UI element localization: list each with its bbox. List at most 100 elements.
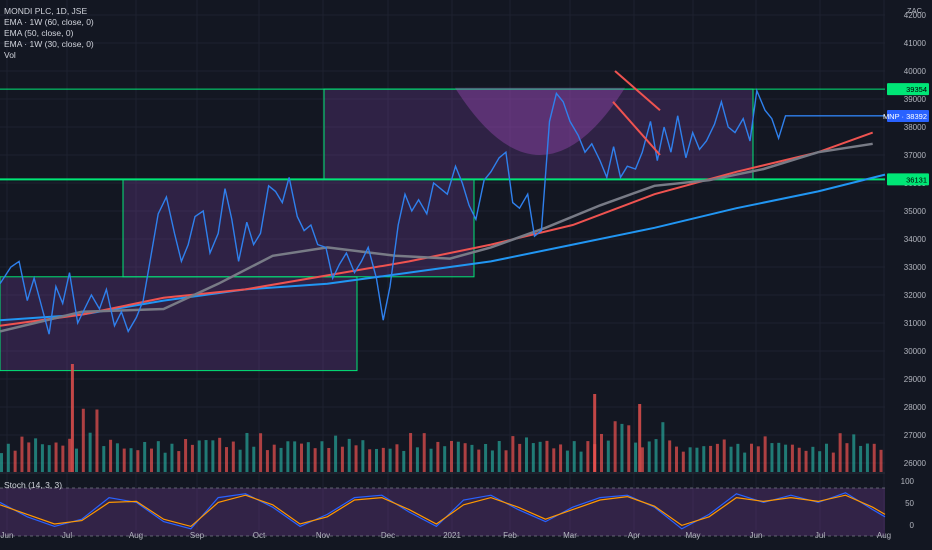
volume-bar: [129, 448, 133, 472]
stochastic-label[interactable]: Stoch (14, 3, 3): [4, 480, 63, 490]
volume-bar: [675, 446, 678, 472]
time-tick-label: Apr: [628, 531, 641, 540]
volume-bar: [797, 447, 801, 472]
legend-volume[interactable]: Vol: [4, 50, 16, 60]
price-tick-label: 40000: [904, 67, 927, 76]
legend-ema-1w-30[interactable]: EMA · 1W (30, close, 0): [4, 39, 94, 49]
volume-bar: [197, 440, 201, 472]
volume-bar: [756, 446, 760, 472]
volume-bar: [368, 449, 372, 472]
stoch-d-line: [0, 494, 886, 528]
volume-bar: [88, 432, 92, 472]
volume-bar: [20, 436, 24, 472]
volume-bar: [136, 450, 140, 472]
volume-bar: [627, 425, 631, 472]
volume-bar: [640, 447, 644, 472]
volume-bar: [552, 448, 556, 472]
volume-bar: [184, 439, 188, 472]
currency-label: ZAC: [907, 6, 922, 15]
volume-bar: [872, 443, 876, 472]
volume-bar: [702, 446, 706, 472]
legend-ema-50[interactable]: EMA (50, close, 0): [4, 28, 74, 38]
volume-bar: [811, 446, 815, 472]
ema-50-line: [0, 131, 874, 327]
volume-bar: [320, 441, 324, 472]
volume-bar: [272, 444, 276, 472]
support-tag-bg: [887, 173, 929, 186]
stoch-tick-label: 50: [905, 499, 914, 508]
stoch-k-line: [0, 492, 886, 530]
price-axis[interactable]: 4200041000400003900038000370003600035000…: [883, 11, 929, 530]
volume-bar: [518, 443, 522, 472]
volume-bar: [109, 439, 113, 472]
volume-bar: [545, 440, 549, 472]
volume-bar: [743, 452, 747, 472]
last-price-tag: MNP · 38392: [883, 112, 927, 121]
volume-bar: [415, 447, 419, 472]
volume-bar: [490, 450, 494, 472]
legend-ema-1w-60[interactable]: EMA · 1W (60, close, 0): [4, 17, 94, 27]
volume-bar: [443, 446, 447, 472]
volume-bar: [334, 435, 338, 472]
volume-bar: [484, 443, 488, 472]
ema-lines: [0, 131, 886, 333]
volume-bar: [709, 445, 713, 472]
volume-bar: [647, 441, 651, 472]
indicator-legend: MONDI PLC, 1D, JSE EMA · 1W (60, close, …: [4, 6, 94, 61]
volume-bar: [586, 441, 590, 472]
volume-bar: [688, 447, 692, 472]
cup-pattern: [455, 87, 625, 155]
volume-bar: [252, 446, 256, 472]
volume-bar: [238, 449, 242, 472]
volume-bar: [436, 441, 440, 472]
volume-bar: [54, 442, 58, 472]
zone-box-2: [122, 178, 475, 278]
volume-bar: [497, 441, 501, 472]
volume-spike: [593, 394, 597, 472]
ema-1w-30-line: [0, 142, 873, 333]
volume-bar: [170, 443, 174, 472]
volume-bar: [831, 452, 835, 472]
price-series-line: [0, 87, 885, 335]
time-tick-label: 2021: [443, 531, 461, 540]
volume-bar: [750, 443, 753, 472]
time-tick-label: Aug: [877, 531, 891, 540]
volume-bar: [402, 450, 406, 472]
last-price-tag-bg: [887, 110, 929, 123]
volume-bar: [95, 409, 99, 472]
price-tick-label: 41000: [904, 39, 927, 48]
time-tick-label: Dec: [381, 531, 395, 540]
volume-bar: [340, 446, 344, 472]
volume-bar: [13, 450, 17, 472]
volume-bar: [211, 440, 215, 472]
volume-bar: [538, 441, 542, 472]
volume-bar: [245, 432, 249, 472]
volume-bar: [381, 447, 385, 472]
volume-bar: [293, 441, 297, 472]
volume-bar: [259, 433, 263, 472]
time-tick-label: May: [685, 531, 700, 540]
volume-bar: [729, 446, 733, 472]
price-tick-label: 28000: [904, 403, 927, 412]
volume-bar: [852, 434, 856, 472]
volume-bar: [422, 433, 426, 472]
volume-bar: [559, 444, 563, 472]
volume-bar: [784, 444, 788, 472]
price-tick-label: 31000: [904, 319, 927, 328]
legend-symbol[interactable]: MONDI PLC, 1D, JSE: [4, 6, 88, 16]
resistance-tag: 39354: [906, 85, 927, 94]
time-axis[interactable]: Jun Jul Aug Sep Oct Nov Dec 2021 Feb Mar Apr May Jun…: [1, 531, 892, 540]
volume-bar: [668, 440, 672, 472]
volume-bar: [225, 447, 228, 472]
time-tick-label: Nov: [316, 531, 330, 540]
volume-bar: [115, 443, 119, 472]
volume-bar: [790, 444, 794, 472]
time-tick-label: Jul: [815, 531, 825, 540]
volume-spike: [638, 404, 642, 472]
volume-bar: [327, 447, 331, 472]
volume-bar: [865, 443, 869, 472]
volume-bar: [600, 433, 603, 472]
volume-bar: [375, 448, 378, 472]
price-tick-label: 27000: [904, 431, 927, 440]
